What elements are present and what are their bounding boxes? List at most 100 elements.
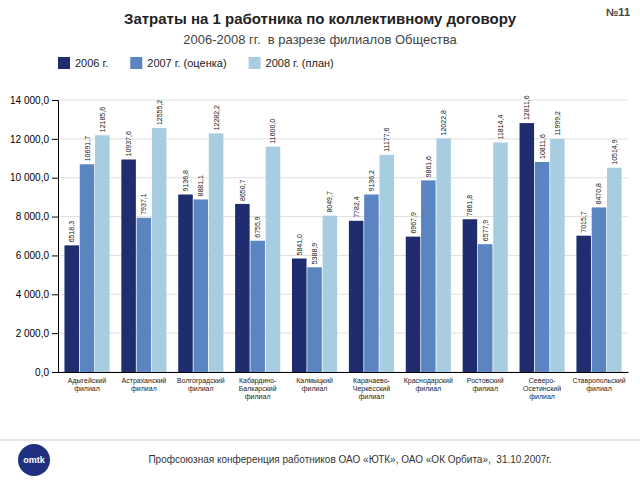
- grid-line: [58, 100, 628, 101]
- data-label: 9136,8: [182, 170, 189, 192]
- y-tick-label: 14 000,0: [10, 95, 49, 106]
- x-tick: Калмыцкийфилиал: [296, 372, 333, 393]
- x-tick-label: Ставропольскийфилиал: [572, 377, 625, 393]
- logo-text: omtk: [23, 455, 45, 465]
- legend-swatch: [58, 57, 70, 69]
- x-tick: Волгоградскийфилиал: [177, 372, 225, 393]
- y-tick-mark: [52, 178, 58, 179]
- legend-item: 2006 г.: [58, 57, 108, 69]
- bar: [250, 241, 265, 372]
- x-tick-line: филиал: [302, 385, 328, 393]
- y-tick-mark: [52, 372, 58, 373]
- x-tick-line: филиал: [74, 385, 100, 393]
- legend: 2006 г. 2007 г. (оценка) 2008 г. (план): [58, 57, 334, 69]
- data-label: 7015,7: [580, 211, 587, 233]
- data-label: 12185,6: [99, 107, 106, 132]
- y-axis: 0,0 2 000,0 4 000,0 6 000,0 8 000,0 10 000,0 1…: [10, 95, 58, 378]
- bars: [64, 123, 621, 372]
- x-tick-line: филиал: [245, 393, 271, 401]
- y-tick: 12 000,0: [10, 134, 58, 145]
- x-tick-label: Адыгейскийфилиал: [68, 377, 106, 393]
- y-tick-label: 2 000,0: [16, 328, 50, 339]
- data-label: 8881,1: [197, 175, 204, 197]
- bar: [95, 135, 110, 372]
- x-tick-line: Ростовский: [467, 377, 504, 384]
- data-label: 12022,8: [440, 110, 447, 135]
- y-tick-mark: [52, 255, 58, 256]
- data-label: 11814,4: [497, 115, 504, 140]
- y-tick-mark: [52, 294, 58, 295]
- data-label: 7782,4: [353, 196, 360, 218]
- x-tick-line: Карачаево-: [353, 377, 391, 385]
- y-tick: 10 000,0: [10, 172, 58, 183]
- legend-item: 2007 г. (оценка): [130, 57, 226, 69]
- data-label: 5841,0: [296, 234, 303, 256]
- x-tick-line: Осетинский: [523, 385, 561, 392]
- bar: [64, 245, 79, 372]
- data-label: 8049,7: [326, 191, 333, 213]
- bar: [349, 221, 364, 372]
- background: [0, 0, 640, 480]
- x-tick: Северо-Осетинскийфилиал: [523, 372, 561, 401]
- x-tick-label: Астраханскийфилиал: [122, 377, 167, 393]
- y-tick-label: 6 000,0: [16, 250, 50, 261]
- x-axis: АдыгейскийфилиалАстраханскийфилиалВолгог…: [59, 372, 629, 401]
- y-tick: 6 000,0: [16, 250, 58, 261]
- x-tick: Ростовскийфилиал: [467, 372, 504, 393]
- legend-swatch: [249, 57, 261, 69]
- data-label: 11600,0: [269, 119, 276, 144]
- x-tick-line: Калмыцкий: [296, 377, 333, 385]
- bar-series: [64, 123, 591, 372]
- bar: [493, 142, 508, 372]
- x-tick-label: Волгоградскийфилиал: [177, 377, 225, 393]
- x-tick-line: Краснодарский: [404, 377, 453, 385]
- data-label: 6755,9: [254, 216, 261, 238]
- y-axis-line: [52, 101, 59, 373]
- data-label: 6518,3: [68, 221, 75, 243]
- x-tick-label: Северо-Осетинскийфилиал: [523, 377, 561, 401]
- y-tick-label: 10 000,0: [10, 172, 49, 183]
- grid: [58, 100, 628, 372]
- logo: [18, 444, 50, 476]
- x-tick: Ставропольскийфилиал: [572, 372, 625, 393]
- bar: [463, 219, 478, 372]
- bar: [235, 204, 250, 372]
- x-tick: Кабардино-Балкарскийфилиал: [239, 372, 277, 401]
- bar: [406, 237, 421, 372]
- data-label: 10937,6: [125, 131, 132, 156]
- bar: [209, 133, 224, 372]
- x-tick-line: филиал: [472, 385, 498, 393]
- data-label: 9136,2: [368, 170, 375, 192]
- data-label: 7861,8: [466, 195, 473, 217]
- y-tick-label: 4 000,0: [16, 289, 50, 300]
- y-tick: 0,0: [35, 367, 58, 378]
- y-tick-label: 8 000,0: [16, 211, 50, 222]
- y-tick-label: 0,0: [35, 367, 49, 378]
- y-tick: 8 000,0: [16, 211, 58, 222]
- x-tick-line: Адыгейский: [68, 377, 106, 385]
- legend-label: 2007 г. (оценка): [147, 57, 226, 69]
- bar: [535, 162, 550, 372]
- data-label: 8650,7: [239, 179, 246, 201]
- x-tick-line: Кабардино-: [239, 377, 277, 385]
- x-tick-line: филиал: [188, 385, 214, 393]
- y-tick-mark: [52, 217, 58, 218]
- bar: [323, 216, 338, 372]
- y-tick: 4 000,0: [16, 289, 58, 300]
- data-label: 10811,6: [539, 134, 546, 159]
- x-tick-line: Ставропольский: [572, 377, 625, 385]
- data-label: 12555,2: [156, 100, 163, 125]
- data-label: 6967,9: [410, 212, 417, 234]
- bar: [307, 267, 322, 372]
- title: Затраты на 1 работника по коллективному …: [124, 10, 517, 27]
- x-tick-label: Ростовскийфилиал: [467, 377, 504, 393]
- footer: Профсоюзная конференция работников ОАО «…: [148, 454, 551, 465]
- x-tick-label: Карачаево-Черкесскийфилиал: [353, 377, 391, 401]
- bar: [478, 244, 493, 372]
- x-tick: Адыгейскийфилиал: [68, 372, 106, 393]
- x-tick-line: филиал: [131, 385, 157, 393]
- x-tick-label: Краснодарскийфилиал: [404, 377, 453, 393]
- x-tick-line: Северо-: [529, 377, 556, 385]
- legend-item: 2008 г. (план): [249, 57, 334, 69]
- bar: [550, 139, 565, 372]
